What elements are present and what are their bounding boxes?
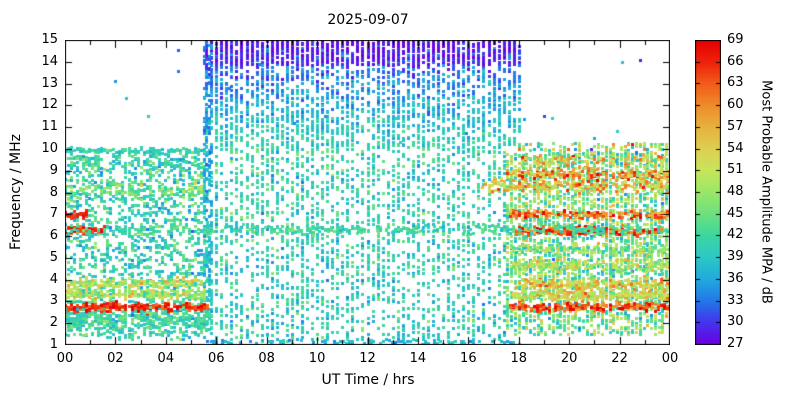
colorbar-tick-label: 63 (727, 75, 744, 91)
x-tick-label: 10 (308, 351, 326, 366)
y-tick-label: 9 (49, 162, 58, 178)
x-axis-label: UT Time / hrs (321, 372, 415, 388)
x-tick-label: 14 (409, 351, 427, 366)
chart-title: 2025-09-07 (327, 12, 409, 28)
y-tick-label: 2 (49, 315, 58, 331)
colorbar-tick-label: 57 (727, 118, 744, 134)
colorbar-tick-label: 60 (727, 97, 744, 113)
x-tick-label: 20 (560, 351, 578, 366)
x-tick-label: 18 (510, 351, 528, 366)
colorbar-tick-label: 45 (727, 205, 744, 221)
y-tick-label: 4 (49, 271, 58, 287)
x-tick-label: 22 (611, 351, 628, 366)
x-tick-label: 16 (460, 351, 477, 366)
x-tick-label: 12 (359, 351, 376, 366)
y-tick-label: 14 (41, 53, 58, 69)
colorbar-tick-label: 42 (727, 227, 744, 243)
x-tick-label: 06 (207, 351, 225, 366)
y-tick-label: 1 (49, 337, 58, 352)
y-tick-label: 11 (41, 119, 58, 135)
colorbar-tick-label: 48 (727, 184, 744, 199)
colorbar (695, 40, 721, 345)
y-tick-label: 3 (49, 293, 58, 309)
colorbar-tick-label: 51 (727, 162, 744, 178)
x-tick-label: 02 (107, 351, 124, 366)
plot-area (65, 40, 670, 345)
y-axis-label: Frequency / MHz (8, 134, 24, 250)
colorbar-tick-label: 36 (727, 270, 744, 286)
colorbar-tick-label: 27 (727, 336, 744, 351)
y-tick-label: 5 (49, 249, 58, 265)
x-tick-label: 04 (157, 351, 175, 366)
y-tick-label: 13 (41, 75, 58, 91)
y-tick-label: 7 (49, 206, 58, 222)
colorbar-label: Most Probable Amplitude MPA / dB (758, 80, 774, 304)
y-tick-label: 15 (41, 32, 58, 47)
x-tick-label: 00 (56, 351, 74, 366)
y-tick-label: 8 (49, 184, 58, 200)
y-tick-label: 6 (49, 228, 58, 244)
y-tick-label: 10 (41, 140, 58, 156)
colorbar-tick-label: 30 (727, 314, 744, 330)
x-tick-label: 08 (258, 351, 275, 366)
x-tick-label: 00 (661, 351, 679, 366)
colorbar-tick-label: 69 (727, 32, 744, 47)
colorbar-tick-label: 66 (727, 53, 744, 69)
colorbar-tick-label: 33 (727, 292, 744, 308)
colorbar-tick-label: 54 (727, 140, 744, 156)
y-tick-label: 12 (41, 97, 58, 113)
colorbar-tick-label: 39 (727, 249, 744, 265)
